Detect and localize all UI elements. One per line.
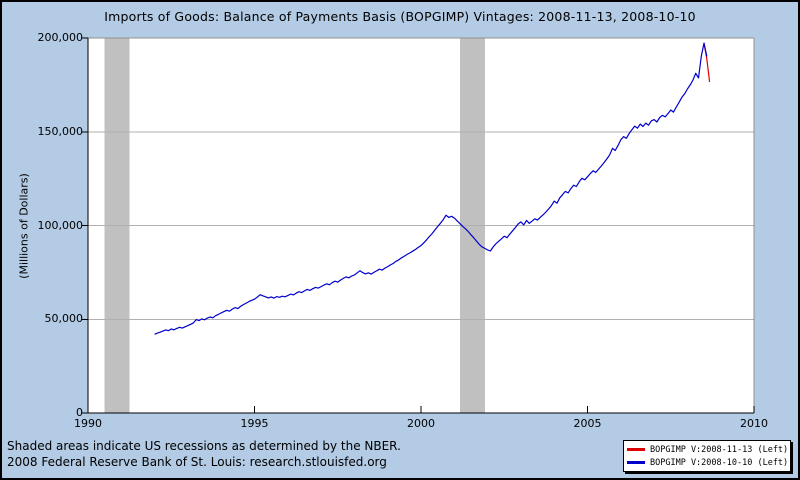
legend-item: BOPGIMP V:2008-11-13 (Left) bbox=[627, 443, 789, 456]
x-tick-label: 2010 bbox=[740, 417, 768, 430]
y-tick-label: 50,000 bbox=[44, 312, 84, 326]
footer-source-note: 2008 Federal Reserve Bank of St. Louis: … bbox=[7, 455, 387, 469]
x-tick-label: 1995 bbox=[240, 417, 269, 430]
series-line-1 bbox=[154, 42, 708, 335]
chart-title: Imports of Goods: Balance of Payments Ba… bbox=[104, 9, 696, 24]
x-tick-label: 1990 bbox=[74, 417, 102, 430]
legend-box: BOPGIMP V:2008-11-13 (Left) BOPGIMP V:200… bbox=[623, 440, 791, 472]
legend-item-label: BOPGIMP V:2008-11-13 (Left) bbox=[650, 444, 789, 455]
legend-line-swatch-icon bbox=[627, 461, 645, 464]
y-tick-label: 100,000 bbox=[37, 218, 84, 232]
y-tick-label: 0 bbox=[76, 406, 83, 419]
chart-footer: Shaded areas indicate US recessions as d… bbox=[7, 438, 401, 470]
legend-item: BOPGIMP V:2008-10-10 (Left) bbox=[627, 456, 789, 469]
footer-recession-note: Shaded areas indicate US recessions as d… bbox=[7, 439, 401, 453]
x-tick-label: 2000 bbox=[407, 417, 435, 430]
y-tick-label: 150,000 bbox=[37, 124, 84, 138]
legend-line-swatch-icon bbox=[627, 448, 645, 451]
x-tick-label: 2005 bbox=[573, 417, 602, 430]
legend-item-label: BOPGIMP V:2008-10-10 (Left) bbox=[650, 457, 789, 468]
y-tick-label: 200,000 bbox=[37, 31, 84, 44]
